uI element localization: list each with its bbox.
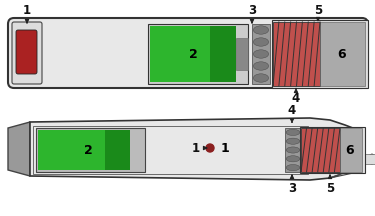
Ellipse shape (286, 165, 300, 171)
Circle shape (206, 144, 214, 152)
Text: 1: 1 (192, 141, 207, 154)
Bar (150, 26, 210, 82)
Bar (148, 24, 248, 84)
Ellipse shape (254, 50, 268, 58)
Ellipse shape (254, 74, 268, 82)
FancyBboxPatch shape (16, 30, 37, 74)
FancyBboxPatch shape (12, 22, 42, 84)
Bar (38, 130, 105, 170)
Ellipse shape (286, 129, 300, 135)
Bar (355, 154, 375, 164)
Bar (340, 128, 362, 172)
Text: 6: 6 (338, 48, 346, 60)
Polygon shape (8, 122, 30, 176)
Ellipse shape (254, 38, 268, 46)
Text: 4: 4 (288, 103, 296, 122)
Bar (285, 128, 301, 172)
Ellipse shape (254, 26, 268, 34)
Text: 4: 4 (292, 89, 300, 105)
Bar (210, 26, 236, 82)
Text: 3: 3 (248, 3, 256, 23)
Bar (33, 126, 308, 174)
Text: 1: 1 (23, 3, 31, 23)
Bar (272, 20, 368, 88)
Text: 1: 1 (220, 141, 230, 154)
Bar (301, 128, 340, 172)
Ellipse shape (286, 138, 300, 144)
Polygon shape (30, 118, 365, 180)
Bar (36, 128, 145, 172)
Text: 3: 3 (288, 175, 296, 194)
Bar (300, 127, 365, 173)
Text: 2: 2 (189, 48, 197, 60)
Bar (320, 22, 365, 86)
Bar (236, 38, 248, 70)
Bar (252, 24, 270, 84)
Polygon shape (330, 154, 375, 178)
Bar (105, 130, 130, 170)
Text: 5: 5 (314, 3, 322, 21)
Ellipse shape (254, 62, 268, 70)
Text: 6: 6 (346, 143, 354, 157)
Ellipse shape (286, 156, 300, 162)
Ellipse shape (286, 147, 300, 153)
FancyBboxPatch shape (8, 18, 368, 88)
Text: 2: 2 (84, 143, 92, 157)
Text: 5: 5 (326, 175, 334, 194)
Bar (273, 22, 320, 86)
